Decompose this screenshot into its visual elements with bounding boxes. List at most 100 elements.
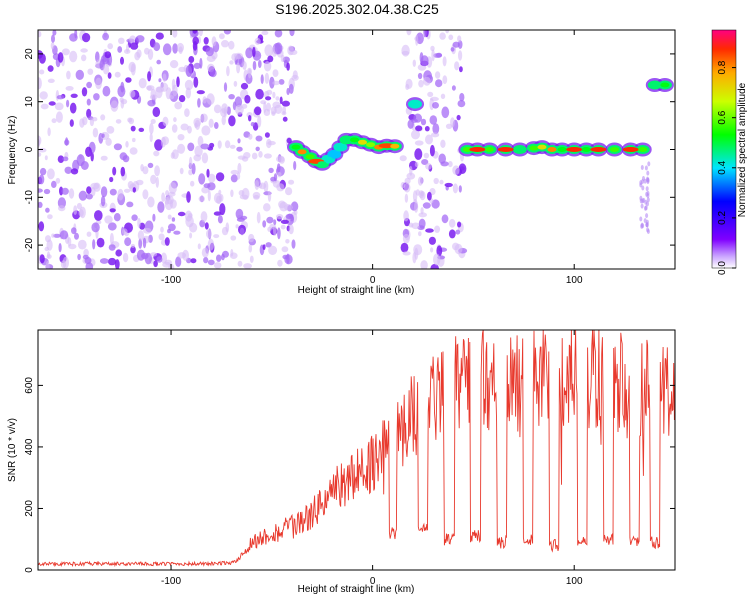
noise-blob — [267, 140, 276, 146]
noise-blob — [435, 52, 443, 58]
noise-blob — [156, 256, 163, 263]
noise-blob — [425, 228, 434, 233]
noise-blob — [188, 156, 193, 169]
noise-blob — [645, 186, 649, 192]
noise-blob — [172, 30, 178, 38]
noise-blob — [228, 40, 235, 50]
noise-blob — [444, 182, 453, 188]
noise-blob — [243, 152, 251, 159]
noise-blob — [51, 233, 55, 238]
noise-blob — [258, 182, 267, 190]
noise-blob — [61, 187, 69, 195]
noise-blob — [404, 193, 409, 203]
noise-blob — [109, 176, 114, 183]
signal-point — [547, 147, 557, 152]
noise-blob — [431, 132, 440, 138]
snr-ylabel: SNR (10 * v/v) — [7, 418, 18, 482]
noise-blob — [208, 118, 214, 128]
noise-blob — [235, 224, 239, 229]
signal-point — [529, 145, 539, 151]
noise-blob — [268, 167, 274, 174]
noise-blob — [202, 96, 207, 104]
noise-blob — [190, 180, 195, 187]
noise-blob — [137, 217, 141, 228]
noise-blob — [238, 190, 245, 196]
noise-blob — [93, 93, 100, 101]
noise-blob — [102, 85, 111, 97]
x-tick-label: -100 — [161, 275, 181, 286]
noise-blob — [273, 224, 277, 237]
noise-blob — [277, 259, 283, 267]
noise-blob — [641, 185, 645, 191]
noise-blob — [207, 238, 215, 251]
x-tick-label: 100 — [566, 576, 583, 587]
noise-blob — [257, 115, 262, 128]
noise-blob — [431, 199, 440, 209]
noise-blob — [120, 56, 124, 65]
colorbar-tick-label: 0.6 — [717, 110, 728, 124]
noise-blob — [206, 229, 212, 239]
noise-blob — [221, 115, 226, 126]
signal-point — [410, 101, 420, 107]
noise-blob — [47, 65, 54, 72]
noise-blob — [230, 174, 238, 183]
noise-blob — [207, 259, 215, 266]
signal-point — [610, 147, 619, 152]
noise-blob — [248, 68, 252, 79]
noise-blob — [197, 243, 201, 250]
noise-blob — [282, 254, 289, 260]
noise-blob — [85, 193, 93, 200]
noise-blob — [113, 143, 122, 151]
noise-blob — [286, 87, 290, 96]
noise-blob — [230, 249, 234, 257]
noise-blob — [172, 43, 178, 54]
signal-point — [350, 137, 359, 143]
noise-blob — [279, 96, 283, 105]
snr-xlabel: Height of straight line (km) — [298, 584, 415, 595]
noise-blob — [233, 80, 238, 87]
noise-blob — [237, 138, 241, 144]
noise-blob — [439, 179, 444, 185]
noise-blob — [217, 215, 223, 224]
noise-blob — [201, 186, 210, 194]
noise-blob — [38, 188, 43, 193]
noise-blob — [642, 197, 646, 203]
noise-blob — [203, 37, 209, 45]
noise-blob — [192, 36, 199, 45]
noise-blob — [197, 135, 204, 147]
noise-blob — [203, 256, 209, 264]
signal-point — [469, 147, 486, 152]
noise-blob — [265, 242, 272, 248]
noise-blob — [431, 49, 435, 62]
x-tick-label: 100 — [566, 275, 583, 286]
noise-blob — [266, 89, 273, 96]
noise-blob — [269, 76, 275, 89]
signal-point — [358, 139, 367, 145]
noise-blob — [70, 93, 78, 99]
noise-blob — [216, 195, 222, 205]
noise-blob — [38, 53, 46, 64]
signal-point — [462, 147, 472, 152]
noise-blob — [38, 201, 43, 208]
noise-blob — [248, 115, 252, 122]
noise-blob — [203, 183, 211, 189]
noise-blob — [454, 243, 463, 255]
colorbar: 0.0 0.2 0.4 0.6 0.8 Normalized spectral ampl… — [711, 29, 748, 275]
noise-blob — [149, 122, 154, 135]
noise-blob — [214, 122, 219, 129]
noise-blob — [646, 193, 650, 199]
noise-blob — [276, 163, 281, 173]
noise-blob — [230, 235, 237, 241]
noise-blob — [126, 201, 134, 208]
noise-blob — [248, 244, 253, 253]
noise-blob — [147, 162, 154, 169]
noise-blob — [409, 165, 413, 176]
noise-blob — [219, 33, 225, 40]
noise-blob — [285, 187, 293, 196]
noise-blob — [264, 72, 270, 84]
noise-blob — [251, 152, 258, 160]
signal-point — [660, 82, 670, 88]
noise-blob — [433, 177, 439, 185]
noise-blob — [432, 102, 439, 109]
noise-blob — [76, 154, 85, 167]
